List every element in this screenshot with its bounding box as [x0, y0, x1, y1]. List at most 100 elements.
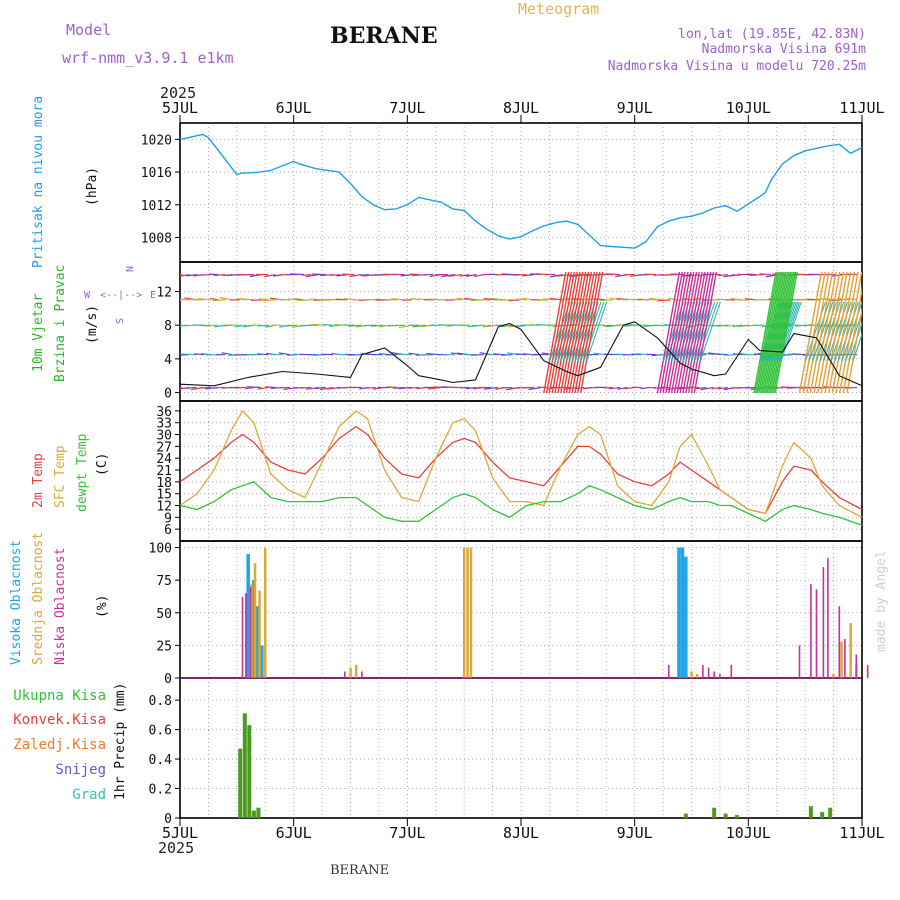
wind-arrow [535, 324, 549, 326]
wind-arrow [410, 297, 420, 301]
precip-label-snow: Snijeg [55, 762, 106, 778]
wind-arrow [386, 386, 398, 389]
wind-arrow-strong [568, 271, 592, 394]
wind-arrow-strong [574, 271, 598, 394]
wind-arrow [483, 298, 499, 301]
precip-bar [808, 806, 813, 818]
cloud-bar [849, 623, 852, 678]
temp-line-2 [179, 481, 863, 526]
y-tick-label: 0 [164, 812, 172, 827]
cloud-bar [258, 590, 261, 678]
wind-arrow [277, 298, 290, 301]
model-elevation-label: Nadmorska Visina u modelu 720.25m [608, 59, 866, 74]
y-tick-label: 0.2 [149, 783, 172, 798]
y-tick-label: 100 [149, 542, 172, 557]
wind-arrow [180, 324, 183, 326]
wind-arrow-strong [764, 271, 789, 394]
cloud-bar [798, 645, 801, 678]
y-tick-label: 15 [156, 488, 172, 503]
cloud-bar [255, 606, 259, 678]
wind-arrow [184, 386, 197, 389]
y-tick-label: 1016 [141, 166, 172, 181]
wind-arrow-strong [579, 271, 604, 394]
wind-arrow [420, 354, 434, 356]
wind-arrow-strong [769, 271, 793, 394]
y-tick-label: 0 [164, 387, 172, 402]
wind-arrow [737, 324, 750, 327]
cloud-bar [832, 674, 835, 678]
cloud-bar [702, 665, 704, 678]
y-tick-label: 6 [164, 523, 172, 538]
wind-arrow [257, 324, 269, 327]
wind-arrow [240, 298, 255, 301]
temp-line-1 [179, 410, 863, 518]
wind-arrow-strong [809, 271, 834, 394]
wind-arrow-strong [676, 271, 700, 394]
elevation-label: Nadmorska Visina 691m [702, 42, 867, 57]
wind-arrow [450, 352, 463, 356]
wind-arrow [305, 274, 319, 278]
wind-arrow-strong [673, 271, 698, 394]
y-tick-label: 21 [156, 464, 172, 479]
wind-arrow [847, 297, 858, 301]
wind-arrow [718, 274, 728, 277]
x-tick-label-bottom: 9JUL [617, 824, 653, 842]
wind-arrow-strong [754, 271, 779, 394]
wind-arrow-strong [679, 271, 703, 394]
wind-arrow [536, 273, 549, 276]
temp-ylabel-dewpt: dewpt Temp [75, 434, 90, 512]
cloud-bar [695, 674, 699, 678]
pressure-line [179, 133, 863, 249]
cloud-bar [730, 665, 733, 678]
wind-arrow-strong [766, 271, 790, 394]
wind-arrow [649, 297, 664, 301]
cloud-bar [838, 606, 841, 678]
wind-arrow-strong [557, 271, 581, 394]
wind-arrow [412, 324, 427, 328]
temp-ylabel-2m: 2m Temp [31, 453, 46, 508]
wind-arrow [542, 298, 556, 301]
wind-arrow [221, 352, 233, 356]
cloud-bar [815, 589, 818, 678]
compass-s: S [113, 318, 124, 324]
y-tick-label: 1020 [141, 133, 172, 148]
wind-arrow [695, 386, 707, 390]
wind-arrow [465, 274, 477, 277]
wind-arrow [180, 274, 190, 277]
wind-arrow-strong [659, 271, 683, 394]
wind-arrow-strong [846, 306, 862, 394]
wind-arrow [724, 354, 736, 356]
x-tick-label-top: 6JUL [276, 99, 312, 117]
y-tick-label: 0.4 [149, 753, 173, 768]
wind-arrow [469, 324, 484, 328]
wind-arrow [792, 353, 807, 356]
wind-arrow-strong [545, 271, 570, 394]
precip-bar [242, 713, 247, 818]
cloud-bar [822, 567, 825, 678]
wind-arrow [246, 386, 262, 389]
cloud-bar [668, 665, 670, 678]
precip-bar [683, 813, 688, 818]
wind-arrow-strong [571, 271, 595, 394]
cloud-bar [466, 547, 469, 678]
wind-arrow [599, 299, 614, 302]
wind-arrow-strong [838, 271, 862, 394]
compass-rose: N E S W <--|--> [84, 266, 156, 324]
wind-arrow [213, 274, 226, 277]
wind-arrow [348, 354, 362, 356]
x-tick-label-bottom: 8JUL [503, 824, 539, 842]
wind-arrow [311, 273, 326, 276]
wind-arrow-strong [551, 271, 575, 394]
wind-arrow [319, 386, 334, 391]
wind-arrow [322, 324, 334, 326]
precip-unit: 1hr Precip (mm) [113, 683, 128, 800]
wind-arrow [194, 353, 204, 356]
wind-arrow [609, 297, 621, 301]
wind-arrow [287, 298, 298, 301]
wind-arrow-strong [583, 301, 605, 362]
cloud-bar [855, 654, 858, 678]
wind-arrow [717, 324, 728, 327]
wind-arrow [329, 274, 341, 276]
wind-arrow-strong [771, 271, 795, 394]
precip-label-total: Ukupna Kisa [13, 688, 106, 704]
